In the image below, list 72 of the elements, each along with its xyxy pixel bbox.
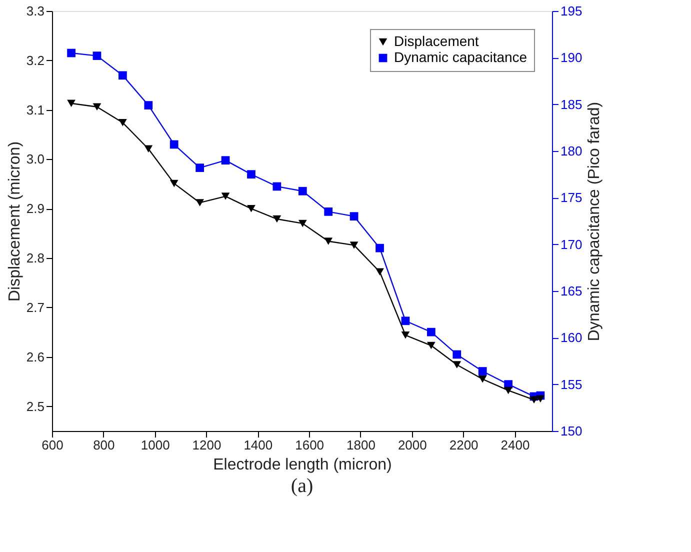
point <box>272 182 282 191</box>
point <box>376 268 384 276</box>
y2-tick-label: 150 <box>560 424 582 438</box>
y-tick-label: 2.7 <box>26 300 44 315</box>
point <box>452 350 462 359</box>
point <box>324 238 333 245</box>
point <box>118 71 127 80</box>
y2-tick-label: 175 <box>560 190 582 206</box>
point <box>350 242 358 249</box>
point <box>350 212 358 221</box>
y2-tick-label: 165 <box>560 284 582 298</box>
y-axis-title: Displacement (micron) <box>6 141 24 302</box>
point <box>401 332 410 339</box>
y2-tick-label: 160 <box>560 330 582 346</box>
point <box>221 156 230 165</box>
x-tick-label: 1600 <box>295 438 324 452</box>
point <box>67 100 76 108</box>
y-tick-label: 3.2 <box>26 52 44 68</box>
y-tick-label: 2.5 <box>26 398 44 414</box>
point <box>272 215 282 223</box>
point <box>67 48 76 58</box>
point <box>298 186 307 196</box>
point <box>478 375 487 383</box>
point <box>426 342 436 350</box>
y-tick-label: 3.0 <box>26 152 44 167</box>
y2-axis-title: Dynamic capacitance (Pico farad) <box>586 102 604 342</box>
y-tick-label: 3.1 <box>26 102 44 118</box>
point <box>324 207 333 216</box>
point <box>196 199 204 206</box>
x-tick-label: 2200 <box>449 438 478 452</box>
point <box>221 192 230 200</box>
y2-tick-label: 155 <box>560 376 582 392</box>
point <box>530 396 538 404</box>
point <box>170 180 178 188</box>
point <box>92 103 102 110</box>
x-tick-label: 1800 <box>346 438 376 452</box>
point <box>170 140 178 149</box>
y2-tick-label: 170 <box>560 236 582 252</box>
point <box>478 367 487 376</box>
text: (a) <box>290 475 314 497</box>
point <box>144 101 153 110</box>
y-tick-label: 2.9 <box>26 201 44 216</box>
point <box>196 164 204 172</box>
x-tick-label: 600 <box>42 438 64 452</box>
point <box>92 52 102 60</box>
point <box>426 328 436 336</box>
point <box>298 220 307 228</box>
y-tick-label: 2.8 <box>26 250 44 266</box>
y2-tick-label: 185 <box>560 96 582 112</box>
x-tick-label: 800 <box>93 438 115 452</box>
x-tick-label: 2000 <box>398 438 427 452</box>
legend-label: Displacement <box>394 33 479 49</box>
point <box>118 119 127 126</box>
point <box>536 395 545 403</box>
point <box>144 145 153 152</box>
x-tick-label: 1200 <box>192 438 222 452</box>
point <box>247 170 256 179</box>
y2-tick-label: 190 <box>560 50 582 66</box>
y-tick-label: 2.6 <box>26 349 44 364</box>
x-axis-title: Electrode length (micron) <box>213 456 392 474</box>
x-tick-label: 1400 <box>244 438 273 452</box>
point <box>247 205 256 212</box>
point <box>401 316 410 326</box>
legend-label: Dynamic capacitance <box>394 49 528 65</box>
x-tick-label: 1000 <box>140 438 170 452</box>
point <box>376 244 384 252</box>
y2-tick-label: 195 <box>560 4 582 18</box>
x-tick-label: 2400 <box>500 438 530 452</box>
y-tick-label: 3.3 <box>26 4 44 18</box>
point <box>504 386 512 394</box>
y2-tick-label: 180 <box>560 144 582 158</box>
point <box>452 361 462 368</box>
